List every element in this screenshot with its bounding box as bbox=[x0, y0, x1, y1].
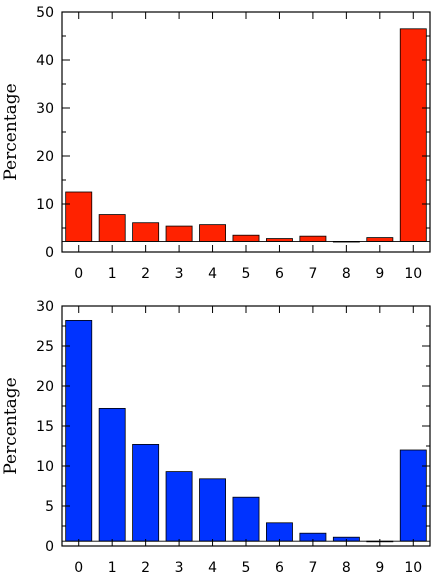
top-x-tick-label-5: 5 bbox=[242, 266, 251, 282]
top-x-tick-label-3: 3 bbox=[175, 266, 184, 282]
bottom-x-tick-label-2: 2 bbox=[141, 560, 150, 576]
bottom-x-tick-label-3: 3 bbox=[175, 560, 184, 576]
top-y-tick-label-50: 50 bbox=[36, 5, 54, 21]
top-bar-3 bbox=[165, 225, 193, 242]
top-bar-9 bbox=[366, 237, 394, 242]
bottom-bar-4 bbox=[199, 478, 226, 542]
top-x-tick-label-10: 10 bbox=[404, 266, 422, 282]
bottom-x-tick-label-1: 1 bbox=[108, 560, 117, 576]
top-bar-0 bbox=[65, 191, 93, 242]
top-y-tick-label-10: 10 bbox=[36, 197, 54, 213]
top-x-tick-label-8: 8 bbox=[342, 266, 351, 282]
bottom-bar-1 bbox=[98, 407, 126, 542]
bottom-x-tick-label-4: 4 bbox=[208, 560, 217, 576]
top-y-tick-label-40: 40 bbox=[36, 53, 54, 69]
top-bar-chart: 0 1 2 3 4 5 6 7 8 9 10 0 10 20 30 40 50 Percentage bbox=[1, 5, 431, 282]
bottom-y-tick-label-20: 20 bbox=[36, 379, 54, 395]
top-y-tick-label-30: 30 bbox=[36, 101, 54, 117]
bottom-x-tick-label-9: 9 bbox=[375, 560, 384, 576]
bottom-x-tick-label-8: 8 bbox=[342, 560, 351, 576]
bottom-x-tick-label-10: 10 bbox=[404, 560, 422, 576]
top-x-tick-label-1: 1 bbox=[108, 266, 117, 282]
top-x-tick-label-2: 2 bbox=[141, 266, 150, 282]
bottom-y-tick-label-0: 0 bbox=[45, 539, 54, 555]
bottom-y-axis-label: Percentage bbox=[1, 377, 21, 474]
top-x-tick-label-9: 9 bbox=[375, 266, 384, 282]
top-bar-6 bbox=[266, 238, 293, 242]
bottom-y-tick-label-25: 25 bbox=[36, 339, 54, 355]
top-x-tick-label-7: 7 bbox=[308, 266, 317, 282]
top-y-axis-label: Percentage bbox=[1, 83, 21, 180]
bottom-bar-10 bbox=[399, 449, 427, 542]
bottom-x-tick-label-5: 5 bbox=[242, 560, 251, 576]
top-bar-7 bbox=[299, 235, 327, 242]
bottom-bar-3 bbox=[165, 471, 193, 542]
bottom-x-tick-label-7: 7 bbox=[308, 560, 317, 576]
top-x-tick-label-4: 4 bbox=[208, 266, 217, 282]
bottom-x-tick-label-6: 6 bbox=[275, 560, 284, 576]
top-x-tick-label-0: 0 bbox=[74, 266, 83, 282]
top-bar-10 bbox=[399, 28, 427, 242]
top-bar-2 bbox=[132, 222, 160, 242]
bottom-bar-chart: 0 1 2 3 4 5 6 7 8 9 10 0 5 10 15 20 25 30 Percentage bbox=[1, 299, 431, 576]
top-y-tick-label-0: 0 bbox=[45, 245, 54, 261]
top-bar-1 bbox=[98, 214, 126, 242]
bottom-y-tick-label-10: 10 bbox=[36, 459, 54, 475]
bottom-y-tick-label-15: 15 bbox=[36, 419, 54, 435]
top-bar-5 bbox=[232, 234, 260, 242]
top-bar-4 bbox=[199, 224, 226, 242]
bottom-x-tick-label-0: 0 bbox=[74, 560, 83, 576]
bottom-y-tick-label-5: 5 bbox=[45, 499, 54, 515]
top-x-tick-label-6: 6 bbox=[275, 266, 284, 282]
bottom-y-tick-label-30: 30 bbox=[36, 299, 54, 315]
top-y-tick-label-20: 20 bbox=[36, 149, 54, 165]
bottom-bar-5 bbox=[232, 496, 260, 542]
bottom-bar-0 bbox=[65, 319, 93, 542]
bottom-bar-6 bbox=[266, 522, 293, 542]
bottom-bar-2 bbox=[132, 443, 160, 542]
